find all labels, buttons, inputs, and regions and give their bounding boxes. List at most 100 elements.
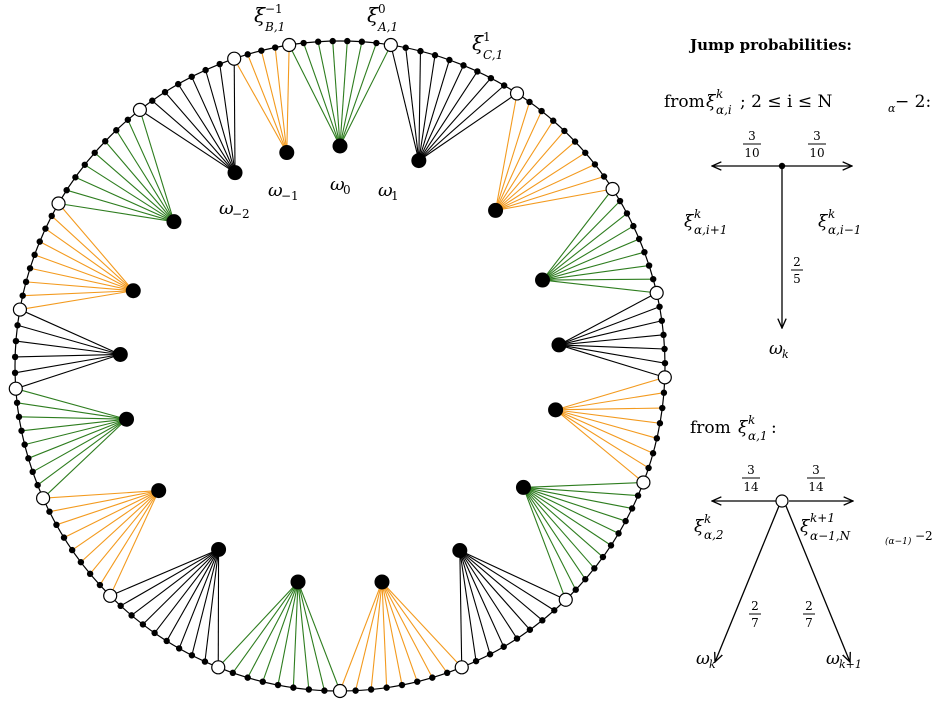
xi-node	[211, 660, 226, 675]
ring-node	[582, 576, 589, 583]
fan-edge	[109, 548, 219, 597]
ring-node	[344, 37, 351, 45]
svg-text:−2: −2	[232, 207, 250, 221]
ring-node	[429, 674, 436, 681]
target-left: ξ k α,2	[694, 512, 724, 542]
ring-node	[272, 44, 279, 51]
label-xi-B: ξ −1 B,1	[254, 2, 285, 34]
fan-edge	[459, 550, 518, 639]
omega-node	[227, 165, 243, 181]
svg-text:from: from	[690, 418, 731, 438]
svg-text:ξ: ξ	[706, 92, 717, 112]
xi-node	[35, 491, 51, 506]
fan-edge	[37, 418, 127, 486]
frac-down: 2 5	[791, 255, 803, 286]
frac-down-right: 2 7	[803, 599, 815, 630]
fan-edge	[339, 41, 363, 147]
svg-text:14: 14	[743, 480, 759, 494]
fan-edge	[558, 344, 665, 378]
svg-text:ω: ω	[696, 649, 710, 669]
fan-edge	[205, 69, 236, 173]
fan-edge	[558, 344, 665, 350]
ring-node	[259, 678, 266, 685]
ring-node	[628, 505, 636, 512]
fan-edge	[262, 581, 299, 682]
ring-node	[13, 399, 21, 406]
fan-edge	[523, 486, 633, 510]
ring-node	[658, 317, 666, 324]
svg-text:k: k	[716, 87, 723, 101]
svg-text:2: 2	[805, 599, 813, 613]
fan-edge	[459, 550, 555, 611]
ring-node	[36, 238, 43, 245]
fan-edge	[381, 581, 448, 674]
svg-text:−1: −1	[265, 2, 283, 16]
fan-edge	[177, 83, 236, 173]
svg-text:− 2:: − 2:	[895, 92, 931, 112]
omega-node	[119, 411, 135, 427]
fan-edge	[142, 549, 219, 625]
ring-node	[149, 97, 156, 104]
fan-edge	[15, 388, 127, 420]
svg-text:k+1: k+1	[810, 511, 835, 525]
ring-node	[216, 60, 223, 68]
fan-edge	[120, 548, 219, 607]
fan-edge	[39, 241, 134, 292]
fan-edge	[381, 581, 433, 678]
ring-node	[77, 558, 85, 566]
target-right: ξ k+1 α−1,N (α−1) −2	[800, 511, 933, 547]
ring-node	[653, 435, 661, 442]
fan-edge	[109, 490, 160, 597]
fan-edge	[523, 486, 619, 534]
ring-node	[622, 517, 629, 525]
source-node	[778, 162, 786, 170]
fan-edge	[191, 549, 220, 656]
fan-edge	[418, 71, 478, 161]
svg-text:7: 7	[805, 616, 813, 630]
xi-node	[454, 660, 469, 675]
svg-text:ω: ω	[378, 180, 393, 201]
ring-node	[113, 127, 120, 134]
ring-node	[607, 542, 615, 549]
fan-edge	[58, 202, 175, 223]
omega-node	[279, 145, 295, 161]
fan-edge	[303, 42, 341, 147]
svg-text:α: α	[888, 102, 896, 115]
svg-text:ω: ω	[219, 198, 234, 219]
fan-edge	[558, 320, 662, 346]
fan-edge	[75, 176, 175, 223]
svg-text:3: 3	[812, 463, 820, 477]
fan-edge	[495, 188, 613, 211]
fan-edge	[459, 550, 477, 662]
ring-node	[124, 116, 132, 123]
ring-node	[86, 570, 94, 578]
ring-node	[290, 684, 297, 691]
fan-edge	[217, 581, 299, 668]
ring-node	[329, 37, 336, 45]
ring-node	[460, 62, 467, 69]
ring-node	[656, 420, 664, 427]
ring-node	[91, 149, 98, 156]
fan-edge	[459, 550, 566, 601]
fan-edge	[459, 550, 463, 668]
svg-text:k: k	[704, 512, 711, 526]
fan-edge	[219, 63, 236, 173]
target-right: ξ k α,i−1	[818, 207, 861, 237]
svg-text:(α−1): (α−1)	[885, 536, 912, 547]
svg-text:ξ: ξ	[818, 212, 829, 232]
ring-node	[11, 353, 19, 361]
svg-text:α,1: α,1	[748, 429, 768, 443]
ring-node	[472, 657, 480, 665]
fan-edge	[555, 407, 663, 411]
svg-text:α,i−1: α,i−1	[828, 223, 861, 237]
fan-edge	[14, 353, 121, 374]
ring-node	[616, 197, 624, 205]
ring-node	[635, 235, 643, 243]
fan-edge	[26, 281, 134, 292]
fan-edge	[495, 93, 518, 211]
fan-edge	[286, 44, 290, 153]
xi-node	[132, 102, 148, 117]
fan-edge	[495, 141, 576, 211]
ring-node	[539, 617, 546, 624]
fan-edge	[523, 486, 612, 546]
